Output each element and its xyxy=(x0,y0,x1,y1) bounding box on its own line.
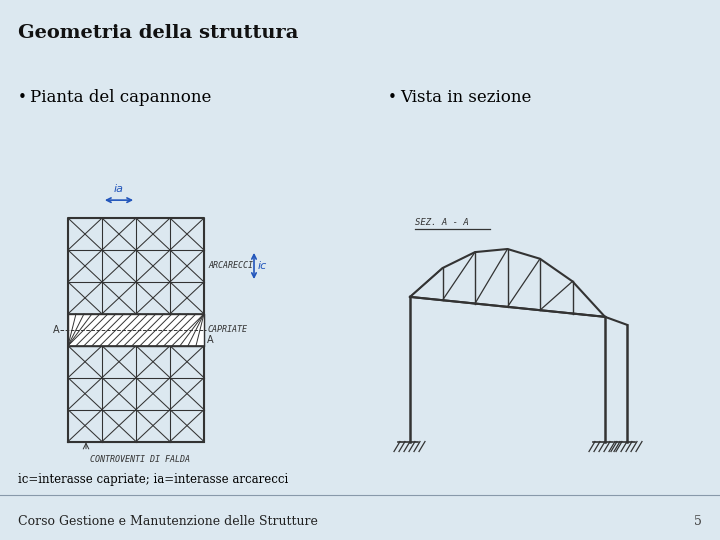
Text: CONTROVENTI DI FALDA: CONTROVENTI DI FALDA xyxy=(90,456,190,464)
Text: Pianta del capannone: Pianta del capannone xyxy=(30,89,212,106)
Text: ic=interasse capriate; ia=interasse arcarecci: ic=interasse capriate; ia=interasse arca… xyxy=(18,474,288,487)
Text: CAPRIATE: CAPRIATE xyxy=(208,325,248,334)
Text: A: A xyxy=(207,335,214,345)
Text: ic: ic xyxy=(258,261,267,271)
Text: •: • xyxy=(18,90,27,105)
Text: •: • xyxy=(388,90,397,105)
Text: SEZ. A - A: SEZ. A - A xyxy=(415,218,469,227)
Text: A: A xyxy=(53,325,59,335)
Bar xyxy=(68,314,204,346)
Text: ia: ia xyxy=(114,184,124,194)
Text: Geometria della struttura: Geometria della struttura xyxy=(18,24,299,42)
Text: Corso Gestione e Manutenzione delle Strutture: Corso Gestione e Manutenzione delle Stru… xyxy=(18,515,318,528)
Text: ARCARECCI: ARCARECCI xyxy=(208,261,253,271)
Text: Vista in sezione: Vista in sezione xyxy=(400,89,531,106)
Text: 5: 5 xyxy=(694,515,702,528)
